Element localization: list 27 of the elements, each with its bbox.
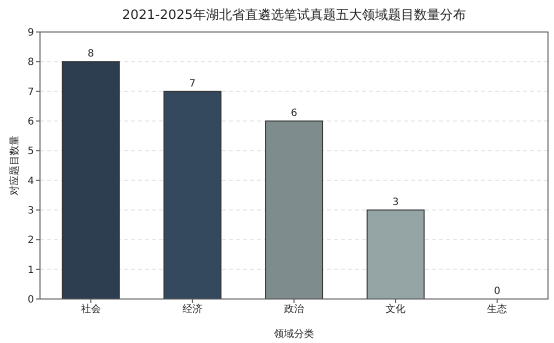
chart-title: 2021-2025年湖北省直遴选笔试真题五大领域题目数量分布 xyxy=(121,7,467,24)
y-tick-label: 2 xyxy=(28,235,34,246)
bar xyxy=(265,120,324,299)
bar xyxy=(62,61,120,299)
y-tick-label: 0 xyxy=(28,294,34,306)
y-tick-label: 3 xyxy=(28,206,34,217)
y-axis-title: 对应题目数量 xyxy=(8,136,21,196)
bar xyxy=(366,210,425,299)
x-tick-label: 政治 xyxy=(284,303,304,316)
y-tick-label: 9 xyxy=(28,28,34,39)
x-axis-title: 领域分类 xyxy=(274,328,314,340)
x-tick-label: 文化 xyxy=(386,303,406,316)
y-tick-label: 5 xyxy=(28,146,34,158)
data-label: 0 xyxy=(494,286,500,297)
y-tick-label: 1 xyxy=(28,264,34,276)
x-tick-label: 社会 xyxy=(80,303,101,316)
x-tick-label: 经济 xyxy=(182,303,202,316)
x-tick-label: 生态 xyxy=(487,303,508,316)
y-tick-label: 8 xyxy=(28,57,34,68)
data-label: 7 xyxy=(189,78,196,90)
data-label: 3 xyxy=(392,197,399,208)
y-tick-label: 4 xyxy=(28,176,34,187)
y-tick-label: 7 xyxy=(28,86,34,98)
y-tick-label: 6 xyxy=(28,116,34,128)
data-label: 8 xyxy=(88,48,94,60)
data-label: 6 xyxy=(290,108,298,119)
bar xyxy=(163,90,222,299)
